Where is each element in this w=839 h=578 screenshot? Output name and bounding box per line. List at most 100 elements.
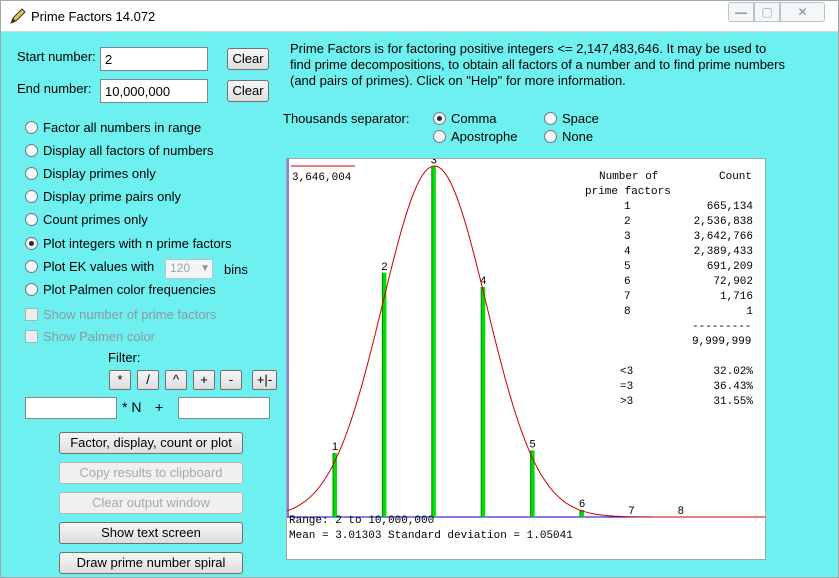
bar-label: 6 — [579, 498, 585, 510]
filter-op-button[interactable]: - — [220, 370, 242, 390]
checkbox-label: Show number of prime factors — [43, 307, 217, 322]
close-button[interactable]: ✕ — [780, 2, 825, 22]
bar-label: 1 — [332, 441, 338, 453]
table-factor-count: 2 — [624, 216, 631, 228]
table-count-value: 1,716 — [719, 291, 753, 303]
table-factor-count: 3 — [624, 231, 631, 243]
radio-dot — [25, 167, 38, 180]
plot-stats: Range: 2 to 10,000,000 Mean = 3.01303 St… — [287, 514, 573, 544]
filter-op-button[interactable]: * — [109, 370, 131, 390]
radio-label: Display prime pairs only — [43, 189, 181, 204]
bar-label: 5 — [530, 438, 536, 450]
clear-start-button[interactable]: Clear — [227, 48, 269, 70]
radio-label: Factor all numbers in range — [43, 120, 202, 135]
normal-curve — [287, 165, 765, 518]
count-header: Count — [719, 171, 753, 183]
checkbox-label: Show Palmen color — [43, 329, 155, 344]
title-bar[interactable]: Prime Factors 14.072 — ▢ ✕ — [1, 1, 838, 32]
table-count-value: 665,134 — [706, 201, 753, 213]
radio-dot — [25, 260, 38, 273]
chevron-down-icon: ▼ — [200, 263, 210, 274]
separator-radio-2[interactable]: Apostrophe — [433, 129, 518, 144]
radio-label: Display all factors of numbers — [43, 143, 214, 158]
window-title: Prime Factors 14.072 — [31, 9, 156, 24]
radio-dot — [25, 190, 38, 203]
radio-label: Apostrophe — [451, 129, 518, 144]
table-count-value: 72,902 — [713, 276, 753, 288]
plus-label: + — [155, 399, 164, 415]
table-factor-count: 7 — [624, 291, 631, 303]
mode-radio-7[interactable]: Plot Palmen color frequencies — [25, 282, 216, 297]
start-number-label: Start number: — [17, 49, 96, 64]
radio-label: Comma — [451, 111, 497, 126]
table-header-1: Number of — [599, 171, 659, 183]
pct-value: 31.55% — [713, 396, 753, 408]
table-divider: --------- — [692, 321, 752, 333]
separator-radio-1[interactable]: Space — [544, 111, 599, 126]
pct-label: <3 — [620, 366, 634, 378]
clear-end-button[interactable]: Clear — [227, 80, 269, 102]
times-n-label: * N — [122, 399, 142, 415]
end-number-label: End number: — [17, 81, 92, 96]
table-count-value: 2,536,838 — [693, 216, 753, 228]
separator-radio-0[interactable]: Comma — [433, 111, 497, 126]
table-count-value: 3,642,766 — [693, 231, 753, 243]
filter-op-button[interactable]: / — [137, 370, 159, 390]
filter-label: Filter: — [108, 350, 141, 365]
filter-multiplier-input[interactable] — [25, 397, 117, 419]
pct-label: =3 — [620, 381, 634, 393]
filter-op-button[interactable]: +|- — [252, 370, 277, 390]
mode-radio-4[interactable]: Count primes only — [25, 212, 148, 227]
mode-radio-5[interactable]: Plot integers with n prime factors — [25, 236, 232, 251]
range-text: Range: 2 to 10,000,000 — [289, 515, 435, 527]
pencil-icon — [10, 8, 26, 24]
prime-factor-chart: 123456780.9121.9633.0134.0635.1146.1647.… — [287, 159, 765, 518]
filter-offset-input[interactable] — [178, 397, 270, 419]
minimize-button[interactable]: — — [728, 2, 754, 22]
show-palmen-color-checkbox[interactable]: Show Palmen color — [25, 329, 155, 344]
filter-op-button[interactable]: + — [193, 370, 215, 390]
table-factor-count: 8 — [624, 306, 631, 318]
table-count-value: 1 — [746, 306, 753, 318]
thousands-separator-label: Thousands separator: — [283, 111, 410, 126]
radio-label: None — [562, 129, 594, 144]
intro-text: Prime Factors is for factoring positive … — [290, 41, 785, 88]
mode-radio-0[interactable]: Factor all numbers in range — [25, 120, 201, 135]
clear-output-window-button[interactable]: Clear output window — [59, 492, 243, 514]
start-number-input[interactable] — [100, 47, 208, 71]
radio-label: Space — [562, 111, 599, 126]
maximize-button[interactable]: ▢ — [754, 2, 780, 22]
radio-label: Plot Palmen color frequencies — [43, 282, 216, 297]
separator-radio-3[interactable]: None — [544, 129, 593, 144]
checkbox-box — [25, 308, 38, 321]
bins-label: bins — [224, 262, 248, 277]
mode-radio-1[interactable]: Display all factors of numbers — [25, 143, 214, 158]
bar — [333, 452, 337, 517]
radio-label: Count primes only — [43, 212, 148, 227]
bar — [431, 166, 436, 518]
radio-dot — [433, 130, 446, 143]
ek-bins-select[interactable]: 120 ▼ — [165, 259, 213, 279]
radio-label: Plot EK values with — [43, 259, 155, 274]
end-number-input[interactable] — [100, 79, 208, 103]
pct-label: >3 — [620, 396, 634, 408]
show-number-of-prime-factors-checkbox[interactable]: Show number of prime factors — [25, 307, 216, 322]
pct-value: 32.02% — [713, 366, 753, 378]
bar-label: 4 — [480, 275, 486, 287]
radio-dot — [25, 283, 38, 296]
table-count-value: 691,209 — [706, 261, 753, 273]
filter-op-button[interactable]: ^ — [165, 370, 187, 390]
mode-radio-2[interactable]: Display primes only — [25, 166, 156, 181]
factor-display-count-plot-button[interactable]: Factor, display, count or plot — [59, 432, 243, 454]
mode-radio-3[interactable]: Display prime pairs only — [25, 189, 181, 204]
copy-results-button[interactable]: Copy results to clipboard — [59, 462, 243, 484]
bar-label: 7 — [628, 505, 634, 517]
bar — [382, 272, 387, 517]
mode-radio-6[interactable]: Plot EK values with — [25, 259, 154, 274]
draw-prime-spiral-button[interactable]: Draw prime number spiral — [59, 552, 243, 574]
ek-bins-value: 120 — [170, 261, 191, 275]
show-text-screen-button[interactable]: Show text screen — [59, 522, 243, 544]
radio-label: Plot integers with n prime factors — [43, 236, 232, 251]
table-total: 9,999,999 — [692, 336, 752, 348]
